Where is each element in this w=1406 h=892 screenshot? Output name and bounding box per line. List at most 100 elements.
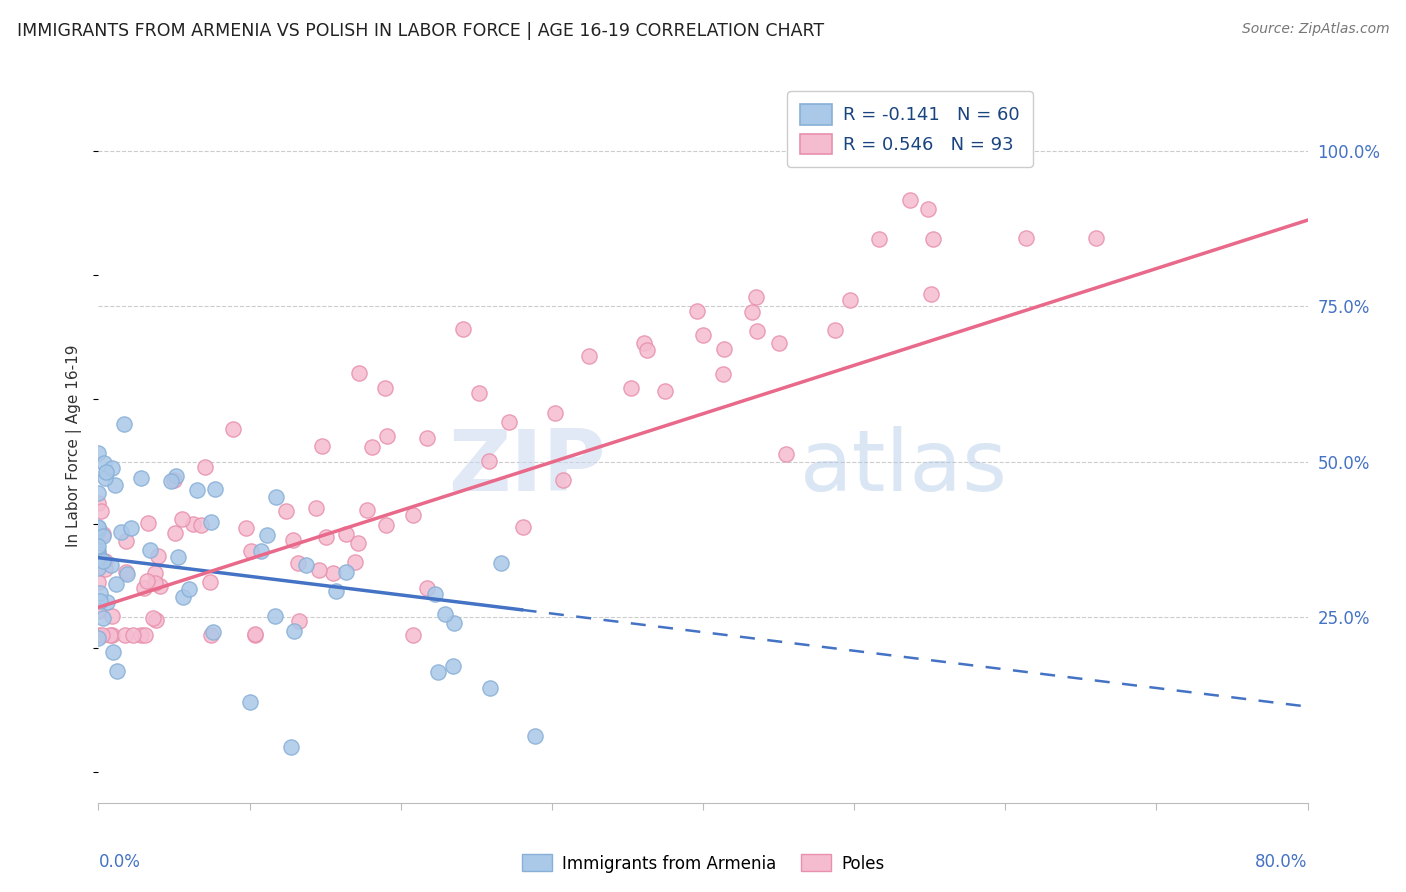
Point [87,628,110,642]
Point [87,543,110,558]
Point [87,496,110,510]
Point [356,503,378,517]
Point [426,665,449,679]
Point [110,524,132,539]
Point [101,645,124,659]
Point [361,440,384,454]
Point [198,575,221,590]
Point [402,508,425,522]
Point [114,565,136,579]
Text: ZIP: ZIP [449,425,606,509]
Point [170,512,193,526]
Point [100,628,122,642]
Point [148,549,170,563]
Point [100,558,122,572]
Point [347,367,370,381]
Point [283,533,305,547]
Point [287,556,309,570]
Point [134,628,156,642]
Point [711,368,734,382]
Point [620,381,643,395]
Point [692,328,714,343]
Point [468,386,491,401]
Point [451,321,474,335]
Point [93,471,115,485]
Point [245,626,267,640]
Point [94,562,117,576]
Point [129,471,152,485]
Point [402,628,425,642]
Point [122,628,145,642]
Point [114,628,136,642]
Point [91,529,114,543]
Point [374,381,396,395]
Point [239,694,262,708]
Point [1015,231,1038,245]
Point [523,729,546,743]
Point [741,305,763,319]
Point [240,543,263,558]
Point [898,193,921,207]
Point [93,554,115,568]
Point [443,616,465,631]
Point [115,533,138,548]
Point [322,566,344,581]
Point [145,575,167,590]
Point [163,473,186,487]
Point [165,468,187,483]
Point [295,558,318,573]
Point [636,343,658,358]
Text: 80.0%: 80.0% [1256,853,1308,871]
Point [89,594,111,608]
Point [416,431,439,445]
Point [87,521,110,535]
Point [917,202,939,217]
Point [920,287,942,301]
Point [922,232,945,246]
Point [512,520,534,534]
Point [654,384,676,398]
Point [343,555,366,569]
Point [478,454,501,468]
Point [245,628,267,642]
Point [325,584,347,599]
Point [87,631,110,645]
Point [824,323,846,337]
Point [105,665,128,679]
Point [578,349,600,363]
Point [96,595,118,609]
Point [91,628,114,642]
Point [264,490,287,504]
Text: IMMIGRANTS FROM ARMENIA VS POLISH IN LABOR FORCE | AGE 16-19 CORRELATION CHART: IMMIGRANTS FROM ARMENIA VS POLISH IN LAB… [17,22,824,40]
Point [202,625,225,640]
Point [136,516,159,530]
Point [374,517,396,532]
Point [308,563,330,577]
Legend: R = -0.141   N = 60, R = 0.546   N = 93: R = -0.141 N = 60, R = 0.546 N = 93 [787,91,1032,167]
Point [163,526,186,541]
Point [101,460,124,475]
Point [498,416,520,430]
Point [288,614,311,628]
Point [250,543,273,558]
Point [190,518,212,533]
Point [745,290,768,304]
Point [441,659,464,673]
Point [94,465,117,479]
Point [768,336,790,351]
Point [633,335,655,350]
Point [145,613,167,627]
Text: Source: ZipAtlas.com: Source: ZipAtlas.com [1241,22,1389,37]
Point [134,581,156,595]
Point [90,503,112,517]
Point [179,582,201,596]
Point [838,293,860,307]
Point [167,549,190,564]
Point [434,607,457,622]
Point [256,528,278,542]
Point [105,576,128,591]
Point [149,579,172,593]
Point [263,609,285,624]
Point [283,624,305,638]
Point [1085,231,1108,245]
